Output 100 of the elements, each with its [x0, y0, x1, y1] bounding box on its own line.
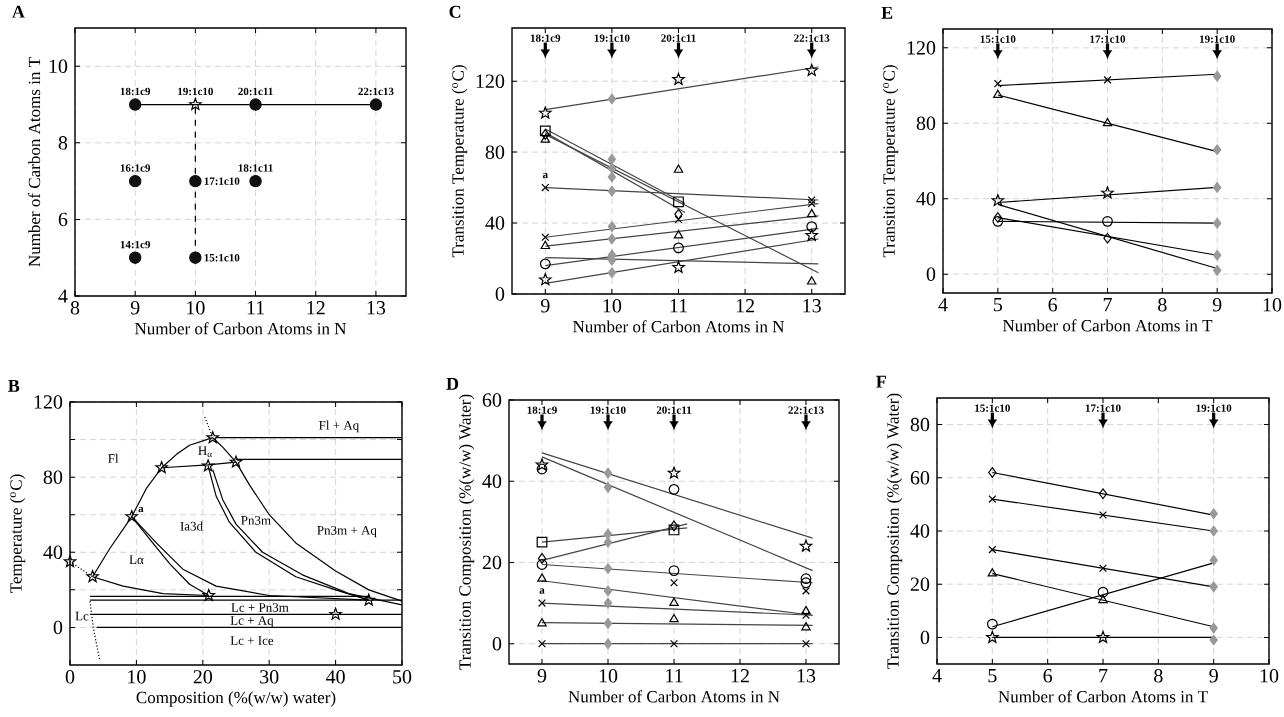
x-tick-label: 13 [367, 301, 386, 315]
annotation: Lα [129, 555, 144, 565]
y-tick-label: 60 [482, 393, 502, 407]
x-axis-title: Number of Carbon Atoms in T [1002, 319, 1213, 332]
chart-title: B [8, 379, 20, 392]
y-tick-label: 80 [485, 145, 505, 159]
annotation: 19:1c10 [178, 87, 213, 96]
x-tick-label: 9 [130, 301, 140, 315]
annotation: 17:1c10 [1090, 35, 1126, 43]
y-tick-label: 80 [43, 470, 63, 484]
y-tick-label: 40 [910, 524, 930, 538]
x-tick-label: 12 [307, 301, 325, 315]
annotation: H$_{α}$ [198, 446, 212, 458]
chart-title: C [449, 5, 461, 18]
y-tick-label: 6 [58, 212, 68, 227]
annotation: 15:1c10 [204, 253, 240, 262]
x-tick-label: 11 [247, 301, 264, 315]
annotation: Pn3m [241, 515, 271, 525]
chart-title: A [12, 5, 25, 18]
annotation: Fl [108, 453, 119, 463]
annotation: Lc + Aq [230, 616, 274, 628]
y-tick-label: 120 [34, 395, 63, 409]
annotation: 19:1c10 [590, 406, 626, 414]
x-axis-title: Number of Carbon Atoms in T [998, 690, 1208, 703]
x-tick-label: 5 [994, 298, 1003, 312]
annotation: Lc + Pn3m [231, 603, 289, 612]
annotation: 22:1c13 [788, 406, 824, 414]
chart-title: F [876, 375, 886, 388]
x-tick-label: 9 [1209, 669, 1218, 683]
x-tick-label: 8 [1154, 669, 1163, 683]
annotation: 19:1c10 [1200, 35, 1235, 43]
y-tick-label: 40 [43, 545, 63, 560]
x-tick-label: 10 [1263, 298, 1282, 312]
x-tick-label: 6 [1043, 669, 1053, 683]
x-axis-title: Composition (%(w/w) water) [136, 691, 336, 707]
y-tick-label: 0 [926, 267, 936, 281]
annotation: 15:1c10 [980, 35, 1016, 43]
y-tick-label: 4 [58, 289, 68, 303]
x-tick-label: 10 [603, 299, 622, 313]
y-tick-label: 120 [476, 74, 505, 88]
x-tick-label: 7 [1103, 298, 1112, 312]
chart-title: D [446, 377, 459, 390]
x-tick-label: 6 [1048, 298, 1058, 312]
x-tick-label: 11 [666, 669, 683, 683]
annotation: Fl + Aq [319, 420, 359, 433]
annotation: 15:1c10 [975, 404, 1010, 412]
annotation: a [539, 588, 545, 594]
annotation: 18:1c9 [527, 406, 557, 414]
x-tick-label: 10 [1260, 669, 1279, 683]
x-tick-label: 40 [325, 670, 345, 684]
y-axis-title: Transition Temperature ($^{o}$C) [451, 65, 468, 258]
annotation: 22:1c13 [358, 87, 394, 96]
y-tick-label: 40 [916, 191, 936, 206]
x-axis-title: Number of Carbon Atoms in N [135, 322, 347, 335]
x-tick-label: 9 [540, 299, 550, 313]
x-tick-label: 30 [260, 670, 279, 684]
x-tick-label: 10 [599, 669, 618, 683]
x-tick-label: 13 [803, 299, 821, 313]
x-tick-label: 12 [736, 299, 755, 313]
y-axis-title: Temperature ($^{o}$C) [9, 474, 26, 593]
x-tick-label: 9 [1212, 298, 1222, 312]
y-tick-label: 0 [492, 636, 502, 651]
y-tick-label: 80 [910, 417, 930, 432]
x-tick-label: 4 [938, 298, 948, 312]
annotation: a [542, 172, 548, 179]
y-axis-title: Transition Composition (%(w/w) Water) [886, 393, 903, 669]
x-tick-label: 8 [1158, 298, 1167, 312]
chart-title: E [881, 6, 893, 19]
annotation: 19:1c10 [594, 34, 630, 42]
y-tick-label: 60 [910, 471, 930, 485]
annotation: Lc [75, 611, 89, 621]
y-tick-label: 0 [920, 630, 930, 645]
annotation: Lc + Ice [230, 636, 274, 645]
annotation: 18:1c9 [530, 34, 561, 42]
y-tick-label: 8 [58, 136, 68, 150]
x-tick-label: 11 [670, 299, 687, 313]
y-tick-label: 80 [916, 116, 936, 131]
y-tick-label: 20 [910, 577, 930, 591]
x-axis-title: Number of Carbon Atoms in N [573, 320, 785, 333]
annotation: 18:1c11 [238, 164, 273, 172]
x-tick-label: 12 [731, 669, 749, 683]
annotation: 16:1c9 [120, 164, 151, 172]
y-tick-label: 40 [485, 216, 505, 230]
x-tick-label: 8 [70, 301, 80, 315]
y-tick-label: 0 [53, 620, 63, 635]
y-axis-title: Transition Composition (%(w/w) Water) [458, 394, 475, 670]
x-tick-label: 7 [1099, 669, 1108, 683]
annotation: 20:1c11 [238, 87, 273, 96]
x-tick-label: 50 [393, 670, 412, 684]
y-axis-title: Number of Carbon Atoms in T [28, 57, 41, 267]
annotation: Ia3d [180, 521, 203, 531]
x-tick-label: 5 [988, 669, 997, 683]
y-axis-title: Transition Temperature ($^{o}$C) [882, 65, 899, 258]
x-tick-label: 10 [187, 301, 205, 315]
x-tick-label: 10 [128, 670, 146, 684]
y-tick-label: 40 [482, 474, 502, 488]
annotation: 22:1c13 [794, 34, 830, 42]
x-tick-label: 13 [797, 669, 816, 683]
annotation: 18:1c9 [120, 87, 151, 96]
x-axis-title: Number of Carbon Atoms in N [568, 690, 780, 703]
